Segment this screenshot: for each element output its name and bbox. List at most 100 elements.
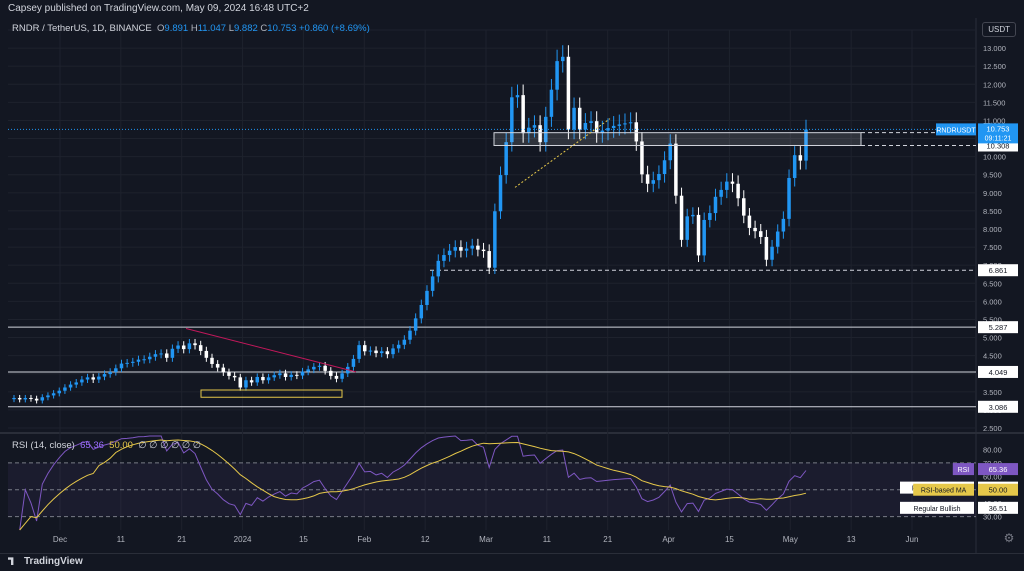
change-value: +0.860 (+8.69%): [299, 23, 370, 34]
rsi-label-name: RSI: [958, 467, 970, 474]
candle: [119, 363, 124, 369]
rsi-value-label: 36.51: [989, 504, 1008, 513]
candle: [29, 397, 33, 399]
candle: [272, 375, 276, 378]
rsi-ma-value: 50.00: [109, 440, 133, 451]
candle: [261, 376, 265, 381]
candle: [125, 362, 129, 364]
price-tick-label: 8.000: [983, 225, 1002, 234]
rsi-legend: RSI (14, close) 65.36 50.00 ∅ ∅ ∅ ∅ ∅ ∅: [12, 440, 201, 451]
candle: [792, 155, 797, 178]
price-label-box: [978, 400, 1018, 413]
price-label: 3.086: [989, 403, 1008, 412]
high-value: 11.047: [197, 23, 227, 34]
candle: [57, 390, 62, 394]
candle: [255, 376, 260, 383]
candle: [527, 127, 531, 134]
price-tick-label: 5.000: [983, 334, 1002, 343]
candle: [685, 216, 689, 240]
demand-zone: [200, 389, 343, 398]
candle: [108, 371, 112, 375]
price-tick-label: 11.000: [983, 116, 1005, 125]
rsi-extra: ∅ ∅ ∅ ∅ ∅ ∅: [138, 440, 202, 451]
time-tick-label: Feb: [357, 535, 371, 544]
candle: [385, 351, 390, 355]
time-tick-label: 13: [847, 535, 856, 544]
candle: [306, 369, 310, 372]
candle: [244, 380, 248, 388]
candle: [798, 155, 803, 161]
candle: [80, 379, 84, 383]
descending-trendline: [185, 328, 357, 373]
candle: [611, 125, 616, 129]
time-tick-label: 11: [543, 535, 552, 544]
rsi-value-box: [978, 463, 1018, 476]
candle: [187, 343, 192, 350]
rsi-label-name: Regular Bullish: [913, 506, 960, 513]
candle: [487, 251, 491, 268]
candle: [12, 397, 16, 400]
price-tick-label: 8.500: [983, 207, 1002, 216]
candle: [470, 245, 474, 249]
candle: [249, 380, 254, 383]
candle: [295, 374, 299, 376]
rsi-line: [19, 435, 807, 531]
candle: [181, 345, 186, 350]
symbol-tag: RNDRUSDT: [936, 127, 976, 134]
candle: [170, 348, 175, 358]
currency-button[interactable]: USDT: [982, 22, 1016, 37]
candle: [131, 361, 135, 363]
rsi-ma-line: [19, 439, 807, 531]
candle: [91, 377, 95, 380]
candle: [357, 345, 361, 359]
time-tick-label: 12: [421, 535, 430, 544]
candle: [334, 375, 339, 379]
time-tick-label: May: [783, 535, 798, 544]
candle: [532, 125, 537, 128]
price-tick-label: 6.000: [983, 297, 1002, 306]
time-tick-label: Dec: [53, 535, 67, 544]
gear-icon[interactable]: ⚙: [1003, 531, 1015, 545]
rsi-value-box: [978, 483, 1018, 496]
candle: [114, 368, 118, 372]
candle: [589, 121, 593, 123]
candle: [368, 350, 373, 352]
candle: [278, 373, 282, 376]
low-label: L: [228, 23, 234, 34]
high-label: H: [190, 23, 198, 34]
candle: [396, 344, 401, 349]
candle: [560, 56, 565, 62]
candle: [232, 375, 237, 378]
countdown-label: 09:11:21: [985, 135, 1012, 142]
time-tick-label: Mar: [479, 535, 493, 544]
candle: [770, 246, 774, 260]
price-label-box: [978, 264, 1018, 277]
candle: [436, 260, 441, 277]
candle: [719, 189, 723, 197]
candle: [425, 290, 429, 305]
candle: [51, 393, 56, 396]
candle: [323, 365, 327, 371]
price-label: 4.049: [989, 368, 1008, 377]
candle: [402, 339, 407, 345]
candle: [153, 354, 158, 357]
symbol-name: RNDR / TetherUS, 1D, BINANCE: [12, 23, 152, 34]
time-tick-label: 21: [603, 535, 612, 544]
candle: [238, 377, 243, 388]
candle: [634, 122, 639, 142]
rsi-tick-label: 30.00: [983, 513, 1002, 522]
candle: [623, 123, 627, 125]
candle: [193, 343, 197, 346]
rsi-value-label: 50.00: [989, 486, 1008, 495]
candle: [227, 372, 231, 376]
tradingview-logo[interactable]: TradingView: [8, 556, 83, 567]
candle: [204, 350, 209, 358]
candle: [68, 384, 73, 388]
candle: [379, 351, 384, 354]
candle: [753, 227, 757, 232]
candle: [555, 61, 559, 90]
candle: [23, 397, 28, 400]
candle: [538, 125, 542, 143]
candle: [464, 248, 469, 251]
